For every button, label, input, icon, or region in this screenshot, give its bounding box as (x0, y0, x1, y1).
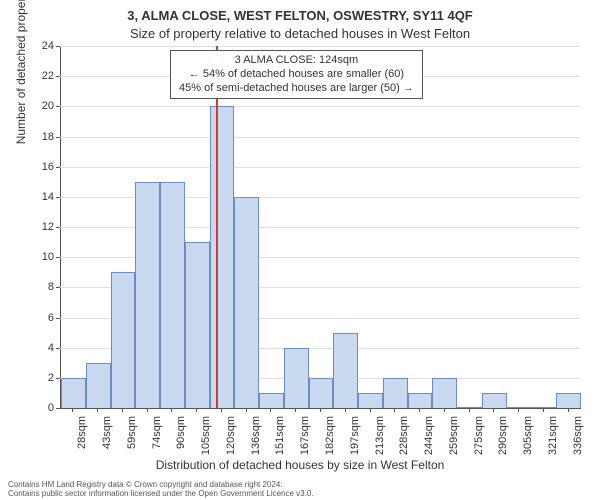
bar (457, 407, 482, 408)
ytick-label: 18 (24, 131, 54, 143)
bar (383, 378, 408, 408)
ytick-label: 22 (24, 70, 54, 82)
x-axis-label: Distribution of detached houses by size … (0, 458, 600, 472)
bar (507, 407, 532, 408)
bar (259, 393, 284, 408)
ytick-label: 12 (24, 221, 54, 233)
bar (86, 363, 111, 408)
ytick-label: 24 (24, 40, 54, 52)
footer-attribution: Contains HM Land Registry data © Crown c… (8, 480, 314, 498)
bar (482, 393, 507, 408)
bar (135, 182, 160, 408)
ytick-label: 10 (24, 251, 54, 263)
bar (556, 393, 581, 408)
bar (61, 378, 86, 408)
bar (111, 272, 136, 408)
bar (309, 378, 334, 408)
footer-line1: Contains HM Land Registry data © Crown c… (8, 480, 314, 489)
ytick-label: 6 (24, 312, 54, 324)
ytick-label: 0 (24, 402, 54, 414)
footer-line2: Contains public sector information licen… (8, 489, 314, 498)
ytick-label: 8 (24, 281, 54, 293)
annotation-property: 3 ALMA CLOSE: 124sqm (179, 54, 414, 68)
bar (160, 182, 185, 408)
bar (284, 348, 309, 408)
property-size-chart: 3, ALMA CLOSE, WEST FELTON, OSWESTRY, SY… (0, 0, 600, 500)
chart-subtitle: Size of property relative to detached ho… (0, 26, 600, 41)
ytick-label: 14 (24, 191, 54, 203)
bar (234, 197, 259, 408)
ytick-label: 2 (24, 372, 54, 384)
bar (185, 242, 210, 408)
bar (358, 393, 383, 408)
annotation-larger: 45% of semi-detached houses are larger (… (179, 82, 414, 96)
ytick-label: 4 (24, 342, 54, 354)
bar (333, 333, 358, 408)
bar (210, 106, 235, 408)
ytick-label: 16 (24, 161, 54, 173)
chart-title-address: 3, ALMA CLOSE, WEST FELTON, OSWESTRY, SY… (0, 8, 600, 23)
ytick-label: 20 (24, 100, 54, 112)
annotation-box: 3 ALMA CLOSE: 124sqm ← 54% of detached h… (170, 50, 423, 99)
bar (531, 407, 556, 408)
bar (408, 393, 433, 408)
bar (432, 378, 457, 408)
annotation-smaller: ← 54% of detached houses are smaller (60… (179, 68, 414, 82)
